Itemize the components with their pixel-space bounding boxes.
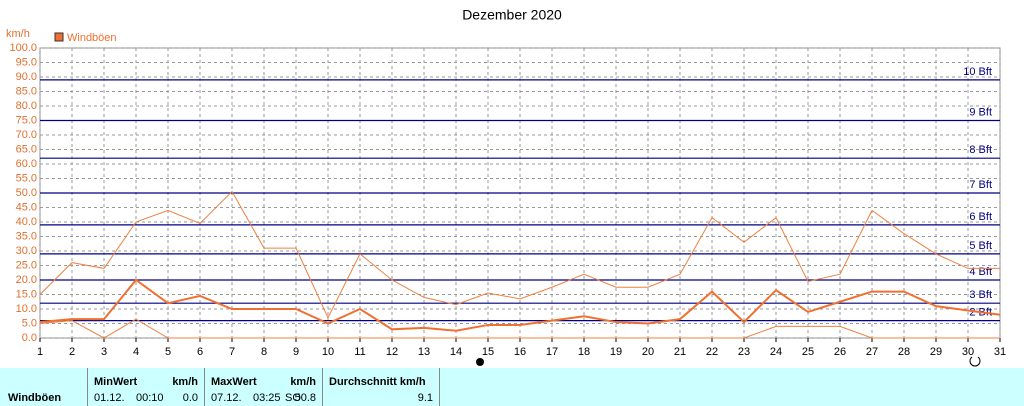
data-line bbox=[39, 190, 1000, 319]
beaufort-label: 9 Bft bbox=[969, 106, 992, 118]
beaufort-label: 10 Bft bbox=[963, 66, 992, 78]
row-label: Windböen bbox=[8, 392, 62, 404]
x-tick-label: 16 bbox=[514, 346, 526, 358]
x-tick-label: 17 bbox=[546, 346, 558, 358]
y-tick-label: 30.0 bbox=[16, 245, 37, 257]
x-tick-label: 9 bbox=[293, 346, 299, 358]
stat-cell: MaxWert km/h 07.12. 03:25 SO 50.8 bbox=[205, 368, 323, 406]
data-line bbox=[39, 278, 1001, 332]
y-tick-label: 25.0 bbox=[16, 259, 37, 271]
time: 03:25 bbox=[253, 392, 281, 404]
x-tick-label: 25 bbox=[802, 346, 814, 358]
x-tick-label: 26 bbox=[834, 346, 846, 358]
x-tick-label: 4 bbox=[133, 346, 139, 358]
x-tick-label: 11 bbox=[354, 346, 365, 358]
beaufort-label: 6 Bft bbox=[969, 211, 992, 223]
chart: Dezember 2020 km/h 0.0 5.0 10.0 15.0 20.0 25.… bbox=[6, 7, 1006, 367]
y-tick-label: 80.0 bbox=[16, 100, 37, 112]
x-tick-label: 21 bbox=[674, 346, 686, 358]
y-tick-label: 100.0 bbox=[9, 42, 37, 54]
x-tick-label: 27 bbox=[866, 346, 878, 358]
y-tick-label: 65.0 bbox=[16, 143, 37, 155]
value: 50.8 bbox=[294, 392, 316, 404]
x-tick-label: 8 bbox=[261, 346, 267, 358]
unit: km/h bbox=[290, 376, 316, 388]
y-unit: km/h bbox=[6, 28, 30, 40]
x-tick-label: 24 bbox=[770, 346, 782, 358]
x-tick-label: 5 bbox=[165, 346, 171, 358]
x-tick-label: 30 bbox=[962, 346, 974, 358]
y-tick-label: 10.0 bbox=[16, 303, 37, 315]
beaufort-label: 4 Bft bbox=[969, 266, 992, 278]
x-tick-label: 6 bbox=[197, 346, 203, 358]
y-tick-label: 95.0 bbox=[16, 56, 37, 68]
moon-icon bbox=[969, 356, 981, 367]
x-tick-label: 22 bbox=[706, 346, 718, 358]
x-tick-label: 2 bbox=[69, 346, 75, 358]
x-tick-label: 14 bbox=[450, 346, 462, 358]
x-tick-label: 13 bbox=[418, 346, 430, 358]
row-label-cell: Windböen bbox=[0, 368, 88, 406]
unit: km/h bbox=[172, 376, 198, 388]
stat-cell: Durchschnitt km/h 9.1 bbox=[323, 368, 440, 406]
header: MinWert bbox=[94, 376, 138, 388]
moon-icon bbox=[476, 358, 484, 366]
x-tick-label: 23 bbox=[738, 346, 750, 358]
x-tick-label: 7 bbox=[229, 346, 235, 358]
date: 01.12. bbox=[94, 392, 125, 404]
y-tick-label: 5.0 bbox=[22, 317, 37, 329]
x-tick-label: 31 bbox=[994, 346, 1006, 358]
y-tick-label: 50.0 bbox=[16, 187, 37, 199]
stat-cell: MinWert km/h 01.12. 00:10 0.0 bbox=[88, 368, 205, 406]
beaufort-label: 8 Bft bbox=[969, 144, 992, 156]
x-tick-label: 18 bbox=[578, 346, 590, 358]
y-tick-label: 70.0 bbox=[16, 129, 37, 141]
date: 07.12. bbox=[211, 392, 242, 404]
beaufort-label: 3 Bft bbox=[969, 289, 992, 301]
value: 9.1 bbox=[417, 392, 433, 404]
y-tick-label: 40.0 bbox=[16, 216, 37, 228]
y-tick-label: 60.0 bbox=[16, 158, 37, 170]
chart-title: Dezember 2020 bbox=[462, 7, 562, 23]
y-tick-label: 45.0 bbox=[16, 201, 37, 213]
data-line bbox=[39, 318, 1000, 339]
x-tick-label: 1 bbox=[37, 346, 43, 358]
y-tick-label: 75.0 bbox=[16, 114, 37, 126]
x-tick-label: 28 bbox=[898, 346, 910, 358]
beaufort-label: 7 Bft bbox=[969, 179, 992, 191]
legend-label: Windböen bbox=[67, 32, 117, 44]
x-tick-label: 19 bbox=[610, 346, 622, 358]
y-tick-label: 20.0 bbox=[16, 274, 37, 286]
header: MaxWert bbox=[211, 376, 257, 388]
x-tick-label: 10 bbox=[322, 346, 334, 358]
time: 00:10 bbox=[136, 392, 164, 404]
legend-swatch bbox=[54, 32, 64, 42]
y-tick-label: 85.0 bbox=[16, 85, 37, 97]
x-tick-label: 15 bbox=[482, 346, 494, 358]
y-tick-label: 15.0 bbox=[16, 288, 37, 300]
value: 0.0 bbox=[182, 392, 198, 404]
y-tick-label: 55.0 bbox=[16, 172, 37, 184]
x-tick-label: 20 bbox=[642, 346, 654, 358]
y-tick-label: 35.0 bbox=[16, 230, 37, 242]
direction: SO bbox=[285, 392, 301, 404]
beaufort-label: 5 Bft bbox=[969, 240, 992, 252]
x-tick-label: 3 bbox=[101, 346, 107, 358]
header: Durchschnitt km/h bbox=[329, 376, 426, 388]
y-tick-label: 90.0 bbox=[16, 71, 37, 83]
x-tick-label: 12 bbox=[386, 346, 398, 358]
x-tick-label: 29 bbox=[930, 346, 942, 358]
stats-table: Windböen MinWert km/h 01.12. 00:10 0.0 M… bbox=[0, 368, 1024, 406]
y-tick-label: 0.0 bbox=[22, 332, 37, 344]
